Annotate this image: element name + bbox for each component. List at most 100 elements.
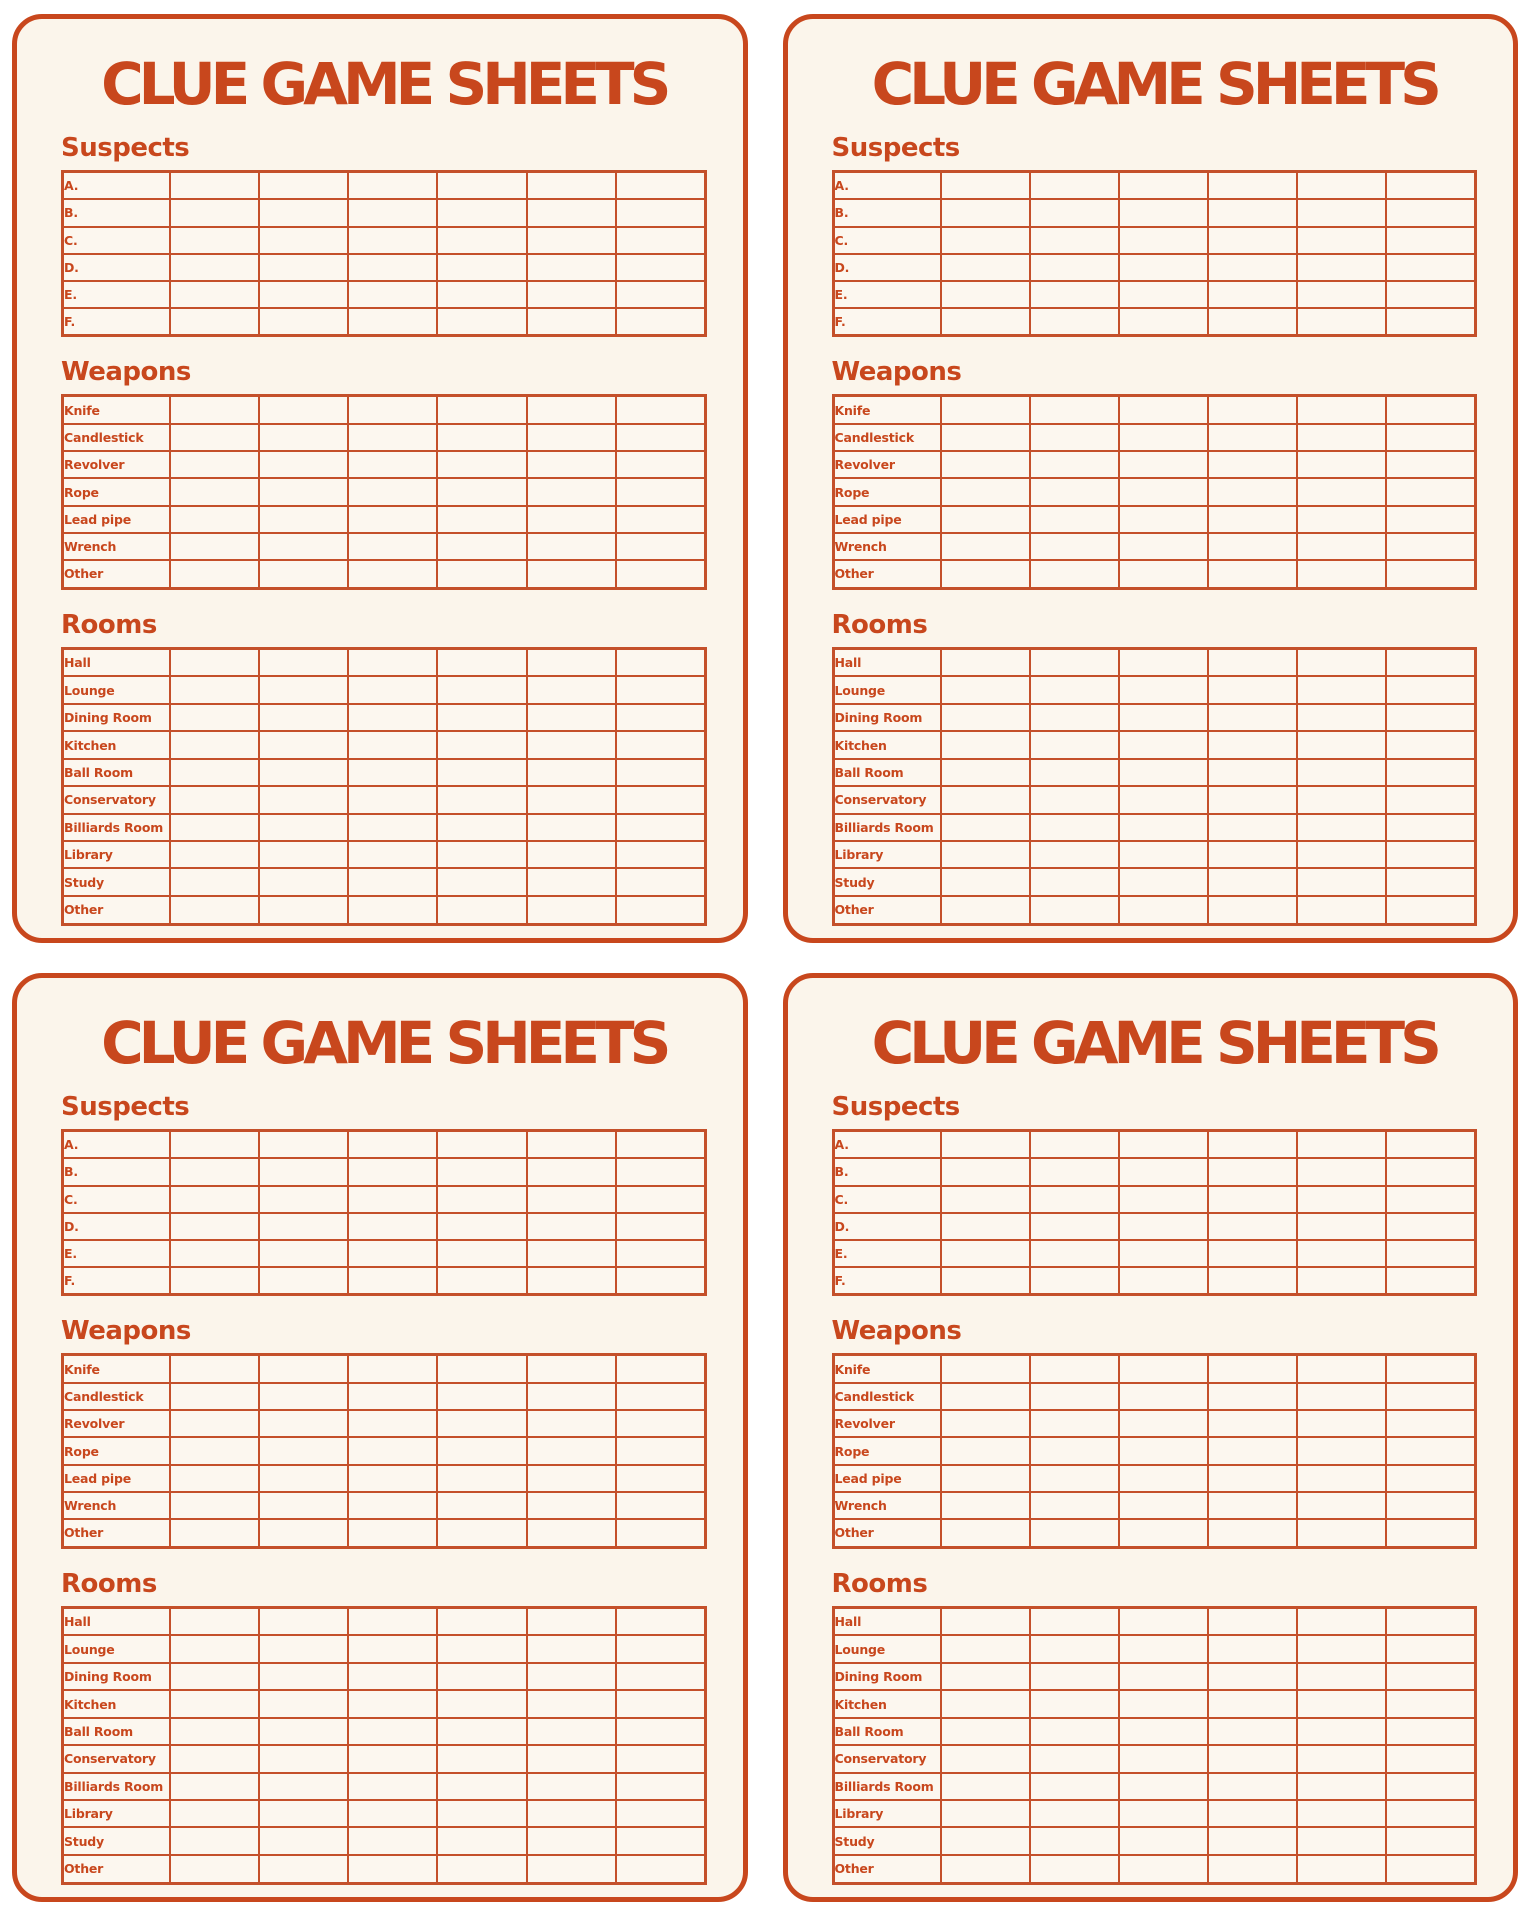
table-row: F. xyxy=(832,1265,1477,1296)
empty-mark-cell xyxy=(258,477,350,507)
table-row: Ball Room xyxy=(61,757,707,788)
empty-mark-cell xyxy=(168,675,261,705)
clue-sheet-card: CLUE GAME SHEETS Suspects A. B. C. D. E. F. Wea… xyxy=(782,14,1518,943)
empty-mark-cell xyxy=(614,840,707,870)
row-label: C. xyxy=(61,1184,171,1214)
empty-mark-cell xyxy=(525,1381,617,1412)
empty-mark-cell xyxy=(347,1771,439,1802)
table-row: Dining Room xyxy=(832,1661,1477,1692)
empty-mark-cell xyxy=(1117,1129,1209,1160)
empty-mark-cell xyxy=(168,894,261,926)
table-row: Wrench xyxy=(832,1490,1477,1521)
empty-mark-cell xyxy=(168,1129,261,1160)
empty-mark-cell xyxy=(1117,1265,1209,1296)
section-heading-suspects: Suspects xyxy=(831,1092,961,1122)
empty-mark-cell xyxy=(436,1661,528,1692)
empty-mark-cell xyxy=(939,1238,1031,1268)
empty-mark-cell xyxy=(525,1157,617,1187)
empty-mark-cell xyxy=(436,785,528,815)
row-label: F. xyxy=(832,1265,942,1296)
empty-mark-cell xyxy=(1206,867,1299,897)
table-row: A. xyxy=(832,170,1477,201)
empty-mark-cell xyxy=(1385,1490,1477,1521)
empty-mark-cell xyxy=(1296,394,1388,425)
empty-mark-cell xyxy=(258,504,350,534)
row-label: Wrench xyxy=(832,1490,942,1521)
table-row: Rope xyxy=(832,477,1477,507)
empty-mark-cell xyxy=(939,252,1031,282)
row-label: E. xyxy=(832,1238,942,1268)
table-row: Hall xyxy=(832,647,1477,678)
empty-mark-cell xyxy=(1385,1463,1477,1493)
empty-mark-cell xyxy=(258,867,350,897)
empty-mark-cell xyxy=(347,894,439,926)
empty-mark-cell xyxy=(939,785,1031,815)
empty-mark-cell xyxy=(525,840,617,870)
row-label: Lead pipe xyxy=(61,504,171,534)
table-row: Conservatory xyxy=(61,785,707,815)
empty-mark-cell xyxy=(1117,531,1209,562)
section-heading-rooms: Rooms xyxy=(61,1568,157,1599)
row-label: C. xyxy=(832,1184,942,1214)
row-label: E. xyxy=(832,279,942,309)
empty-mark-cell xyxy=(1296,1689,1388,1719)
empty-mark-cell xyxy=(1206,306,1299,337)
empty-mark-cell xyxy=(1385,477,1477,507)
empty-mark-cell xyxy=(939,198,1031,228)
empty-mark-cell xyxy=(525,1661,617,1692)
empty-mark-cell xyxy=(347,1381,439,1412)
empty-mark-cell xyxy=(1117,730,1209,760)
table-row: D. xyxy=(832,1211,1477,1241)
empty-mark-cell xyxy=(1028,225,1120,255)
empty-mark-cell xyxy=(939,531,1031,562)
empty-mark-cell xyxy=(1028,1661,1120,1692)
row-label: Other xyxy=(61,1518,171,1549)
empty-mark-cell xyxy=(347,559,439,590)
empty-mark-cell xyxy=(1296,170,1388,201)
empty-mark-cell xyxy=(347,812,439,843)
empty-mark-cell xyxy=(1028,279,1120,309)
empty-mark-cell xyxy=(614,812,707,843)
empty-mark-cell xyxy=(436,1744,528,1774)
empty-mark-cell xyxy=(614,559,707,590)
table-row: E. xyxy=(61,279,707,309)
empty-mark-cell xyxy=(1385,225,1477,255)
sheet-sections: Suspects A. B. C. D. E. F. Weapons Knife Candlest… xyxy=(61,135,707,926)
empty-mark-cell xyxy=(1296,785,1388,815)
empty-mark-cell xyxy=(525,1211,617,1241)
empty-mark-cell xyxy=(614,1634,707,1664)
empty-mark-cell xyxy=(1206,1184,1299,1214)
empty-mark-cell xyxy=(525,1771,617,1802)
empty-mark-cell xyxy=(1117,1853,1209,1885)
empty-mark-cell xyxy=(347,1634,439,1664)
empty-mark-cell xyxy=(1385,559,1477,590)
section-heading-weapons: Weapons xyxy=(61,1316,191,1347)
empty-mark-cell xyxy=(258,1518,350,1549)
row-label: Conservatory xyxy=(61,785,171,815)
empty-mark-cell xyxy=(168,1463,261,1493)
empty-mark-cell xyxy=(1206,422,1299,453)
table-row: Library xyxy=(61,840,707,870)
table-row: Kitchen xyxy=(832,730,1477,760)
empty-mark-cell xyxy=(614,1157,707,1187)
empty-mark-cell xyxy=(1028,1490,1120,1521)
table-row: A. xyxy=(61,170,707,201)
row-label: Billiards Room xyxy=(61,1771,171,1802)
table-row: Knife xyxy=(832,394,1477,425)
empty-mark-cell xyxy=(436,450,528,480)
table-row: Other xyxy=(61,1853,707,1885)
empty-mark-cell xyxy=(525,702,617,733)
table-weapons: Knife Candlestick Revolver Rope Lead pipe Wre… xyxy=(61,1353,707,1549)
row-label: C. xyxy=(832,225,942,255)
empty-mark-cell xyxy=(347,1518,439,1549)
empty-mark-cell xyxy=(168,170,261,201)
table-row: Study xyxy=(61,867,707,897)
empty-mark-cell xyxy=(1206,1490,1299,1521)
empty-mark-cell xyxy=(1385,504,1477,534)
table-row: Billiards Room xyxy=(832,812,1477,843)
empty-mark-cell xyxy=(525,225,617,255)
empty-mark-cell xyxy=(1296,675,1388,705)
empty-mark-cell xyxy=(1206,647,1299,678)
empty-mark-cell xyxy=(1385,1716,1477,1747)
empty-mark-cell xyxy=(1117,1518,1209,1549)
